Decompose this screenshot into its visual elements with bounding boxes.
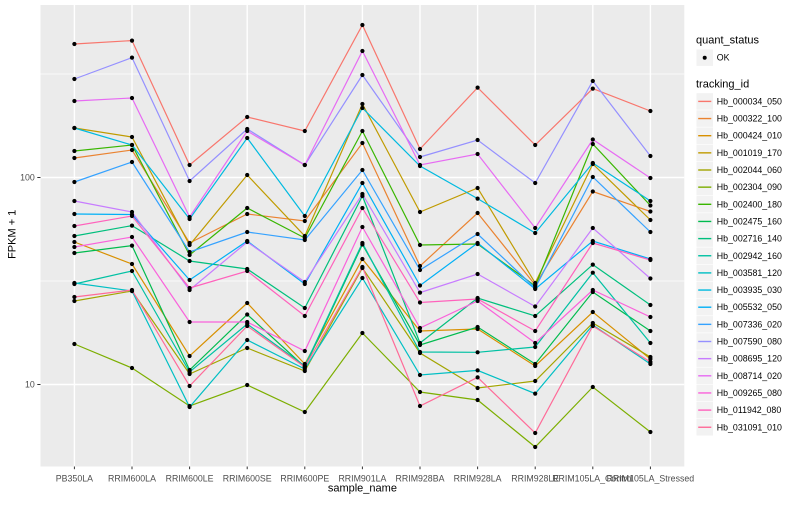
svg-text:Hb_002400_180: Hb_002400_180 xyxy=(717,199,782,209)
svg-text:Hb_003581_120: Hb_003581_120 xyxy=(717,268,782,278)
svg-text:Hb_002304_090: Hb_002304_090 xyxy=(717,182,782,192)
svg-text:tracking_id: tracking_id xyxy=(696,79,749,91)
svg-text:PB350LA: PB350LA xyxy=(56,473,93,483)
svg-text:RRIM600LA: RRIM600LA xyxy=(108,473,156,483)
svg-text:RRIM901LA: RRIM901LA xyxy=(338,473,386,483)
svg-text:Hb_031091_010: Hb_031091_010 xyxy=(717,422,782,432)
svg-text:Hb_002942_160: Hb_002942_160 xyxy=(717,251,782,261)
svg-text:quant_status: quant_status xyxy=(696,34,759,46)
svg-text:Hb_002044_060: Hb_002044_060 xyxy=(717,165,782,175)
svg-text:RRIM600SE: RRIM600SE xyxy=(223,473,272,483)
svg-text:RRIM928BA: RRIM928BA xyxy=(396,473,445,483)
svg-text:RRIM600LE: RRIM600LE xyxy=(166,473,214,483)
svg-text:Hb_008714_020: Hb_008714_020 xyxy=(717,371,782,381)
svg-text:RRIM105LA_Control: RRIM105LA_Control xyxy=(552,473,633,483)
svg-text:Hb_001019_170: Hb_001019_170 xyxy=(717,148,782,158)
svg-text:Hb_007336_020: Hb_007336_020 xyxy=(717,319,782,329)
svg-text:sample_name: sample_name xyxy=(328,483,397,495)
svg-text:Hb_002716_140: Hb_002716_140 xyxy=(717,234,782,244)
svg-text:Hb_000034_050: Hb_000034_050 xyxy=(717,96,782,106)
svg-text:RRIM928LA: RRIM928LA xyxy=(454,473,502,483)
svg-text:100: 100 xyxy=(20,173,35,183)
svg-text:RRIM928LE: RRIM928LE xyxy=(511,473,559,483)
svg-text:Hb_003935_030: Hb_003935_030 xyxy=(717,285,782,295)
svg-text:RRIM105LA_Stressed: RRIM105LA_Stressed xyxy=(607,473,695,483)
svg-text:OK: OK xyxy=(717,53,730,63)
svg-text:Hb_000424_010: Hb_000424_010 xyxy=(717,131,782,141)
svg-text:Hb_009265_080: Hb_009265_080 xyxy=(717,388,782,398)
svg-text:Hb_011942_080: Hb_011942_080 xyxy=(717,405,782,415)
svg-text:FPKM + 1: FPKM + 1 xyxy=(7,210,19,259)
svg-text:10: 10 xyxy=(25,380,35,390)
svg-text:RRIM600PE: RRIM600PE xyxy=(280,473,329,483)
svg-text:Hb_007590_080: Hb_007590_080 xyxy=(717,337,782,347)
svg-text:Hb_000322_100: Hb_000322_100 xyxy=(717,114,782,124)
svg-text:Hb_008695_120: Hb_008695_120 xyxy=(717,354,782,364)
svg-text:Hb_002475_160: Hb_002475_160 xyxy=(717,216,782,226)
svg-text:Hb_005532_050: Hb_005532_050 xyxy=(717,302,782,312)
